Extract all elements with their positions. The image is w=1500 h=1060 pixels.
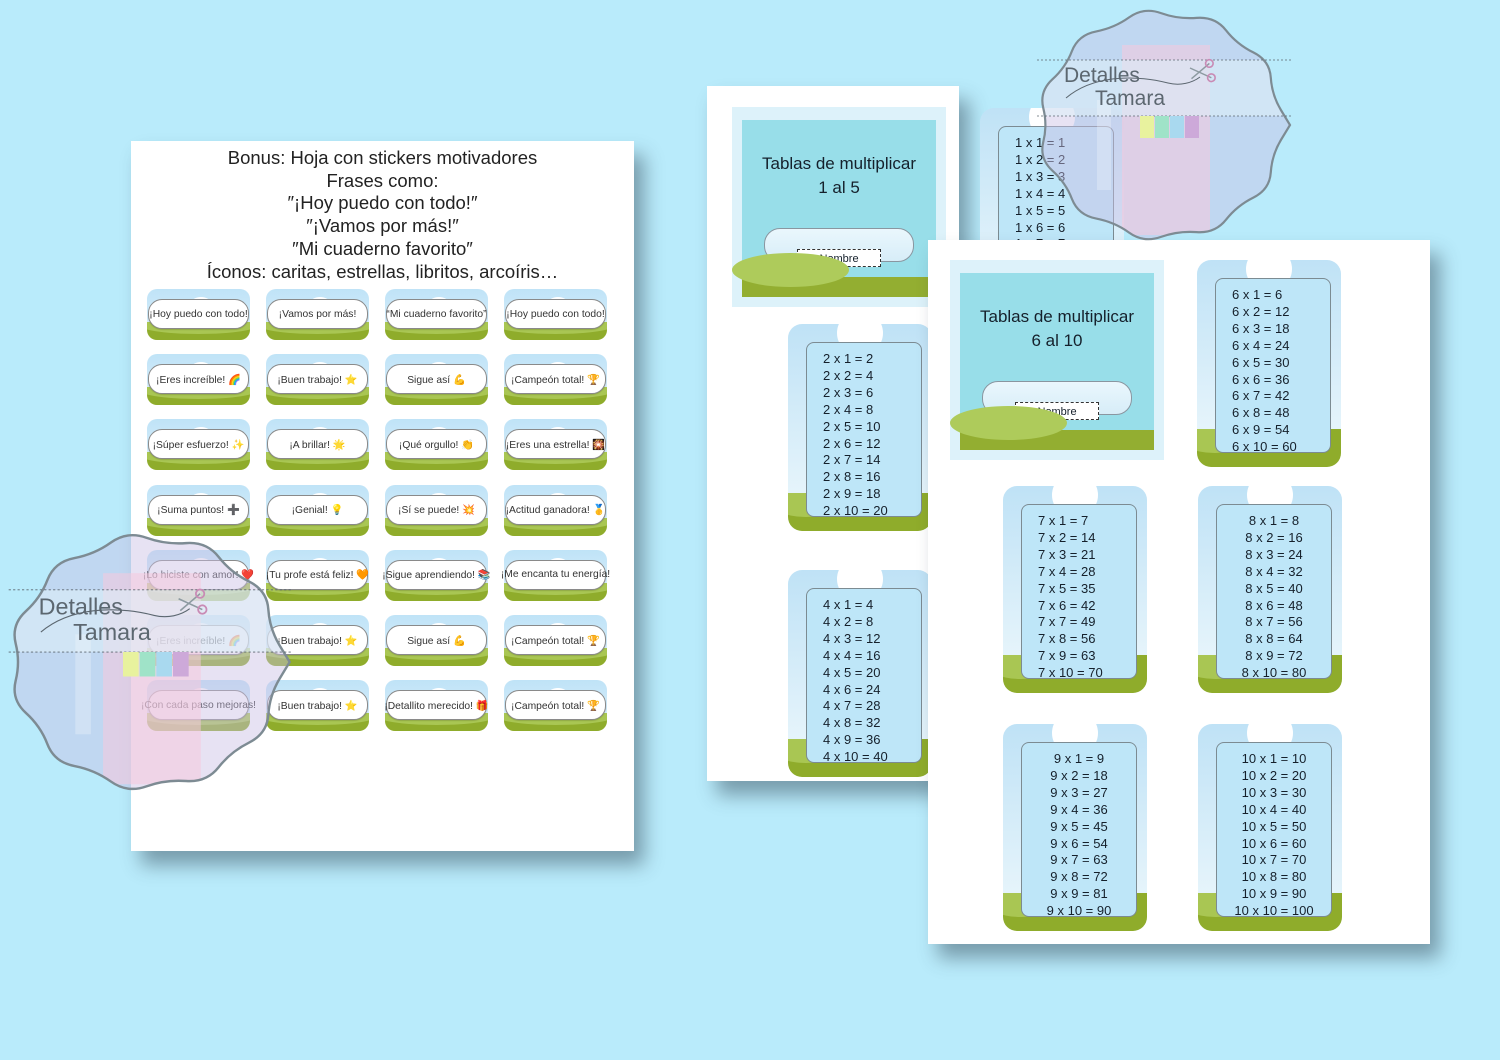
- svg-text:Detalles: Detalles: [39, 593, 123, 619]
- svg-text:Detalles: Detalles: [1064, 64, 1140, 87]
- svg-text:Tamara: Tamara: [1095, 87, 1165, 110]
